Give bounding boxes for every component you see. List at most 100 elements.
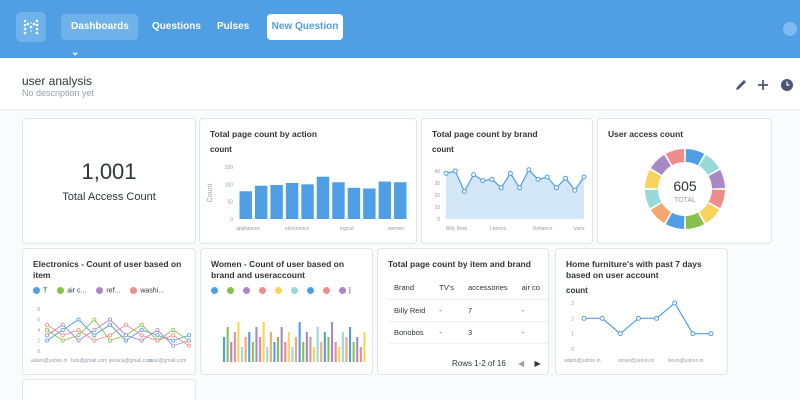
legend-dot-icon — [307, 287, 314, 294]
column-header[interactable]: accessories — [462, 277, 516, 300]
data-point — [155, 338, 160, 343]
table-cell: - — [515, 299, 548, 322]
nav-questions[interactable]: Questions — [152, 21, 201, 32]
bar — [352, 342, 355, 362]
card-title: Women - Count of user based on brand and… — [211, 259, 345, 280]
next-page-icon[interactable]: ▶ — [534, 359, 541, 368]
donut-slice — [665, 149, 685, 166]
area-chart: 0 10 20 30 40 Billy Reid Lenovo Reliance Vans — [434, 167, 587, 232]
card-page-count-by-action[interactable]: Total page count by action count 0 50 100 1… — [199, 118, 417, 244]
data-point — [139, 338, 144, 343]
top-nav: Dashboards ⌄ Questions Pulses New Questi… — [0, 0, 800, 58]
donut-slice — [699, 203, 720, 224]
legend-item[interactable]: | — [339, 287, 351, 294]
legend-label: washi... — [140, 287, 165, 295]
data-point — [171, 333, 176, 338]
data-point — [60, 322, 65, 327]
metabase-logo[interactable] — [16, 12, 46, 42]
data-point — [708, 331, 714, 337]
legend-item[interactable] — [243, 287, 253, 294]
legend-item[interactable] — [227, 287, 237, 294]
legend-item[interactable]: air c... — [57, 287, 86, 294]
bar — [287, 332, 290, 362]
x-tick-label: logout — [340, 226, 354, 232]
data-point — [544, 174, 550, 180]
card-women[interactable]: Women - Count of user based on brand and… — [200, 248, 373, 375]
data-point — [108, 333, 113, 338]
settings-icon[interactable] — [780, 22, 800, 36]
nav-dashboards[interactable]: Dashboards ⌄ — [61, 14, 138, 58]
card-total-access[interactable]: 1,001 Total Access Count — [22, 118, 196, 244]
y-tick-label: 150 — [225, 165, 234, 171]
donut-total-label: TOTAL — [674, 197, 696, 204]
y-tick-label: 8 — [37, 307, 40, 313]
nav-pulses[interactable]: Pulses — [217, 21, 250, 32]
new-question-button[interactable]: New Question — [267, 14, 343, 40]
data-point — [139, 322, 144, 327]
bar — [394, 182, 407, 219]
pencil-icon[interactable] — [734, 78, 748, 92]
x-tick-label: electronics — [285, 226, 309, 232]
bar — [266, 347, 269, 362]
data-point — [599, 315, 605, 321]
bar — [277, 337, 280, 362]
legend-item[interactable] — [291, 287, 301, 294]
data-point — [635, 315, 641, 321]
card-item-brand-table[interactable]: Total page count by item and brand Brand… — [377, 248, 549, 375]
prev-page-icon[interactable]: ◀ — [518, 359, 525, 368]
legend-item[interactable]: T — [33, 287, 47, 294]
card-user-access[interactable]: User access count 605 TOTAL — [597, 118, 772, 244]
data-point — [517, 185, 523, 191]
bar — [356, 337, 359, 362]
card-home-furniture[interactable]: Home furniture's with past 7 days based … — [555, 248, 728, 375]
data-point — [443, 170, 449, 176]
data-point — [461, 188, 467, 194]
data-table: Brand TV's accessories air co Billy Reid… — [388, 277, 548, 344]
plus-icon[interactable] — [756, 78, 770, 92]
access-count-value: 1,001 — [81, 159, 137, 184]
data-point — [92, 317, 97, 322]
y-tick-label: 50 — [227, 200, 233, 206]
y-tick-label: 40 — [434, 169, 440, 175]
data-point — [498, 185, 504, 191]
table-header-row: Brand TV's accessories air co — [388, 277, 548, 300]
clock-icon[interactable] — [780, 78, 794, 92]
card-subtitle: count — [210, 145, 232, 154]
donut-chart: 605 TOTAL — [645, 149, 725, 229]
column-header[interactable]: Brand — [388, 277, 434, 300]
legend-item[interactable]: ref... — [96, 287, 120, 294]
y-tick-label: 10 — [434, 205, 440, 211]
bar — [341, 332, 344, 362]
table-cell: 3 — [462, 321, 516, 344]
table-cell: Bonobos — [388, 321, 434, 344]
card-partial[interactable] — [22, 379, 196, 400]
legend-item[interactable] — [307, 287, 317, 294]
card-subtitle: count — [566, 286, 588, 295]
data-point — [480, 178, 486, 184]
bar — [345, 337, 348, 362]
card-electronics[interactable]: Electronics - Count of user based on ite… — [22, 248, 196, 375]
legend-item[interactable]: washi... — [130, 287, 164, 294]
data-point — [572, 187, 578, 193]
card-title: Total page count by action — [210, 129, 318, 139]
table-row[interactable]: Billy Reid - 7 - — [388, 299, 548, 322]
legend-dot-icon — [339, 287, 346, 294]
donut-slice — [699, 154, 720, 175]
bar — [301, 184, 314, 219]
table-row[interactable]: Bonobos - 3 - — [388, 321, 548, 344]
table-cell: - — [515, 321, 548, 344]
legend-item[interactable] — [323, 287, 333, 294]
legend-item[interactable] — [211, 287, 221, 294]
legend-dot-icon — [96, 287, 104, 294]
legend-item[interactable] — [259, 287, 269, 294]
data-point — [452, 168, 458, 174]
card-page-count-by-brand[interactable]: Total page count by brand count 0 10 20 30 4… — [421, 118, 593, 244]
data-point — [581, 315, 587, 321]
data-point — [186, 333, 191, 338]
column-header[interactable]: TV's — [433, 277, 463, 300]
dashboard-header: user analysis No description yet — [0, 58, 800, 110]
column-header[interactable]: air co — [515, 277, 548, 300]
data-point — [92, 333, 97, 338]
legend-item[interactable] — [275, 287, 285, 294]
series-line — [46, 324, 190, 347]
